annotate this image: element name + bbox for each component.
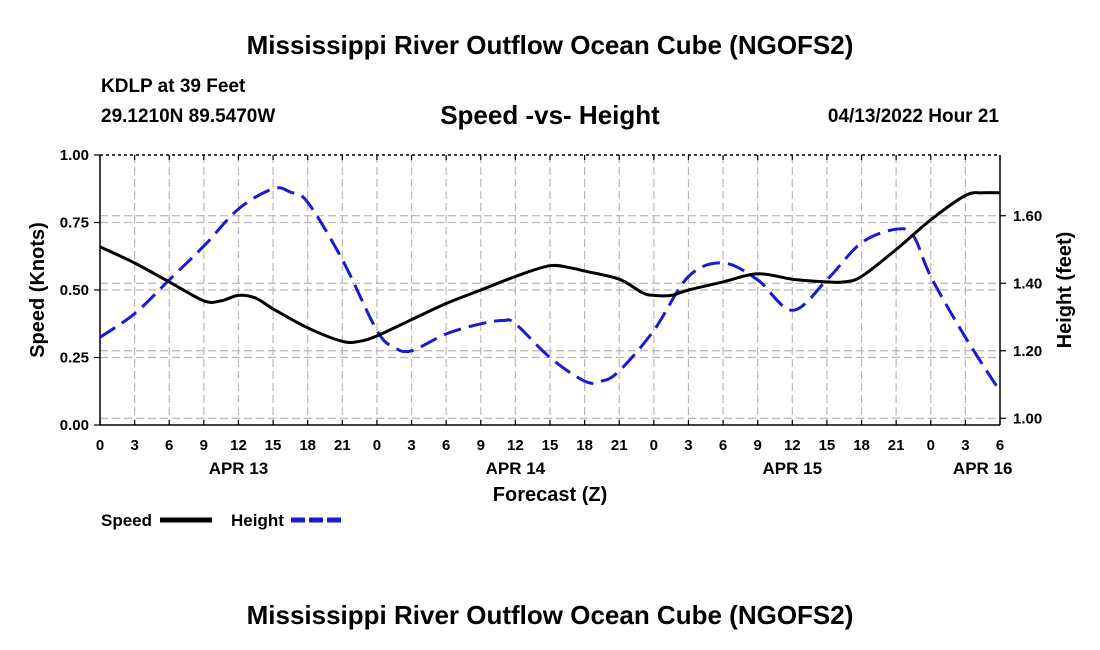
y-axis-title-right: Height (feet)	[1054, 232, 1076, 349]
x-date-label: APR 13	[209, 459, 269, 478]
x-tick-label: 0	[927, 437, 935, 454]
x-tick-label: 3	[961, 437, 969, 454]
y-tick-label-right: 1.20	[1013, 343, 1042, 360]
x-tick-label: 15	[819, 437, 836, 454]
x-tick-label: 18	[299, 437, 316, 454]
x-tick-label: 21	[334, 437, 351, 454]
station-label: KDLP at 39 Feet	[101, 76, 246, 97]
x-tick-label: 21	[611, 437, 628, 454]
x-tick-label: 0	[373, 437, 381, 454]
x-tick-label: 15	[542, 437, 559, 454]
x-tick-label: 9	[200, 437, 208, 454]
chart-title: Speed -vs- Height	[440, 100, 660, 130]
x-tick-label: 12	[230, 437, 247, 454]
page-title-repeat: Mississippi River Outflow Ocean Cube (NG…	[246, 600, 854, 630]
y-tick-label-left: 1.00	[60, 147, 89, 164]
series-line-speed	[99, 191, 1001, 345]
x-tick-label: 12	[507, 437, 524, 454]
x-tick-label: 6	[996, 437, 1004, 454]
x-tick-label: 12	[784, 437, 801, 454]
legend-label-height: Height	[231, 511, 284, 530]
x-tick-label: 6	[442, 437, 450, 454]
x-tick-label: 6	[165, 437, 173, 454]
x-tick-label: 3	[407, 437, 415, 454]
y-tick-label-right: 1.40	[1013, 275, 1042, 292]
x-tick-label: 21	[888, 437, 905, 454]
page-title: Mississippi River Outflow Ocean Cube (NG…	[246, 30, 854, 60]
x-axis-title: Forecast (Z)	[493, 484, 607, 506]
x-date-label: APR 16	[953, 459, 1013, 478]
y-tick-label-right: 1.00	[1013, 410, 1042, 427]
x-tick-label: 3	[130, 437, 138, 454]
x-tick-label: 0	[96, 437, 104, 454]
y-tick-label-left: 0.00	[60, 417, 89, 434]
station-coordinates: 29.1210N 89.5470W	[101, 106, 276, 127]
legend-label-speed: Speed	[101, 511, 152, 530]
x-tick-label: 18	[853, 437, 870, 454]
x-tick-label: 15	[265, 437, 282, 454]
x-tick-label: 6	[719, 437, 727, 454]
x-tick-label: 18	[576, 437, 593, 454]
y-tick-label-left: 0.50	[60, 282, 89, 299]
x-tick-label: 9	[477, 437, 485, 454]
x-tick-label: 3	[684, 437, 692, 454]
speed-height-chart: 0 3 6 9 12 15 18 21 0 3 6 9 12 15 18 21 0 3 6 9 12 15 18 21 0 3 6 A…	[27, 147, 1076, 530]
x-tick-label: 0	[650, 437, 658, 454]
x-date-label: APR 14	[486, 459, 546, 478]
x-date-label: APR 15	[763, 459, 823, 478]
y-tick-label-left: 0.25	[60, 350, 89, 367]
y-tick-label-left: 0.75	[60, 215, 89, 232]
y-axis-title-left: Speed (Knots)	[27, 222, 49, 358]
forecast-run-time: 04/13/2022 Hour 21	[827, 106, 999, 127]
y-tick-label-right: 1.60	[1013, 208, 1042, 225]
x-tick-label: 9	[754, 437, 762, 454]
